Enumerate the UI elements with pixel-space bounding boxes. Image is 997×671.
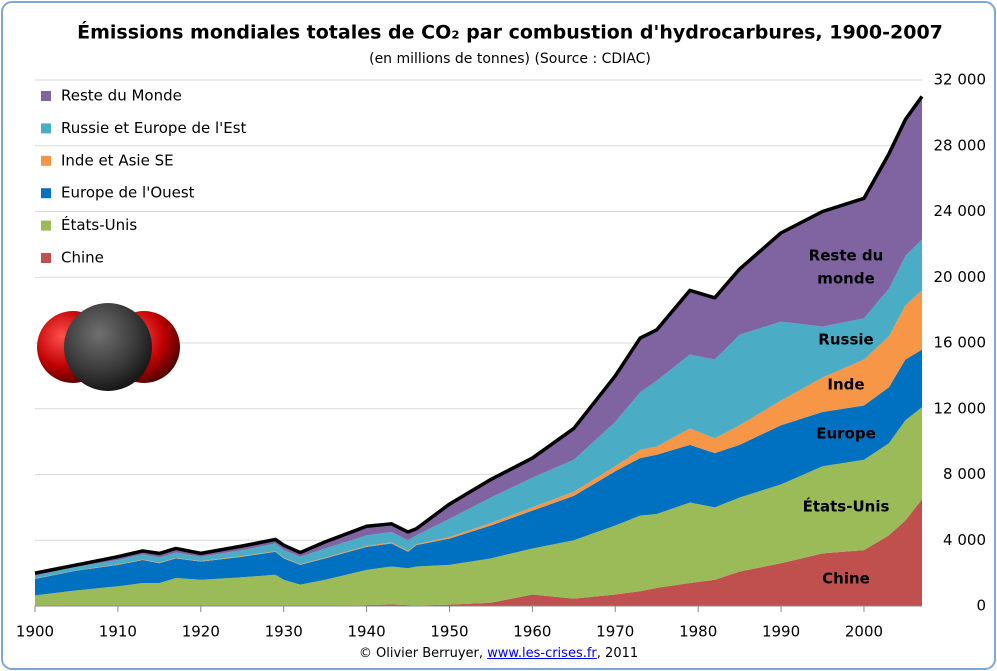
y-tick-label: 12 000 bbox=[934, 399, 987, 417]
co2-icon bbox=[37, 303, 180, 391]
carbon-atom bbox=[64, 303, 152, 391]
y-tick-label: 16 000 bbox=[934, 334, 987, 352]
legend-label: Inde et Asie SE bbox=[61, 151, 174, 169]
page: Émissions mondiales totales de CO₂ par c… bbox=[0, 0, 997, 671]
y-tick-label: 28 000 bbox=[934, 136, 987, 154]
area-label: Russie bbox=[818, 331, 873, 349]
legend-swatch bbox=[41, 221, 51, 231]
y-tick-label: 20 000 bbox=[934, 268, 987, 286]
legend-swatch bbox=[41, 253, 51, 263]
x-tick-label: 1980 bbox=[679, 623, 717, 641]
y-tick-label: 8 000 bbox=[943, 465, 986, 483]
area-label: Reste du bbox=[809, 247, 884, 265]
x-tick-label: 1900 bbox=[16, 623, 54, 641]
area-label: Chine bbox=[822, 570, 870, 588]
area-label: monde bbox=[817, 270, 875, 288]
legend-swatch bbox=[41, 188, 51, 198]
chart: Émissions mondiales totales de CO₂ par c… bbox=[0, 0, 997, 671]
x-tick-label: 1960 bbox=[513, 623, 551, 641]
area-label: Inde bbox=[827, 376, 864, 394]
legend-label: Chine bbox=[61, 249, 104, 267]
legend-swatch bbox=[41, 123, 51, 133]
legend-label: Europe de l'Ouest bbox=[61, 184, 195, 202]
area-label: États-Unis bbox=[803, 497, 890, 516]
footer-link[interactable]: www.les-crises.fr bbox=[487, 646, 597, 661]
footer-text: © Olivier Berruyer, bbox=[359, 646, 483, 661]
x-tick-label: 2000 bbox=[845, 623, 883, 641]
y-tick-label: 4 000 bbox=[943, 531, 986, 549]
x-tick-label: 1930 bbox=[265, 623, 303, 641]
x-tick-label: 1910 bbox=[99, 623, 137, 641]
x-tick-label: 1940 bbox=[347, 623, 385, 641]
legend-swatch bbox=[41, 91, 51, 101]
legend-swatch bbox=[41, 156, 51, 166]
footer-text: , 2011 bbox=[597, 646, 638, 661]
x-tick-label: 1920 bbox=[182, 623, 220, 641]
y-tick-label: 0 bbox=[976, 597, 986, 615]
footer: © Olivier Berruyer, www.les-crises.fr, 2… bbox=[0, 646, 997, 661]
legend-label: Russie et Europe de l'Est bbox=[61, 119, 247, 137]
chart-subtitle: (en millions de tonnes) (Source : CDIAC) bbox=[369, 51, 651, 67]
legend-label: Reste du Monde bbox=[61, 87, 182, 105]
x-tick-label: 1970 bbox=[596, 623, 634, 641]
y-tick-label: 24 000 bbox=[934, 202, 987, 220]
area-label: Europe bbox=[816, 425, 876, 443]
x-tick-label: 1990 bbox=[762, 623, 800, 641]
y-tick-label: 32 000 bbox=[934, 71, 987, 89]
x-tick-label: 1950 bbox=[430, 623, 468, 641]
chart-title: Émissions mondiales totales de CO₂ par c… bbox=[77, 21, 943, 44]
legend-label: États-Unis bbox=[61, 215, 137, 234]
